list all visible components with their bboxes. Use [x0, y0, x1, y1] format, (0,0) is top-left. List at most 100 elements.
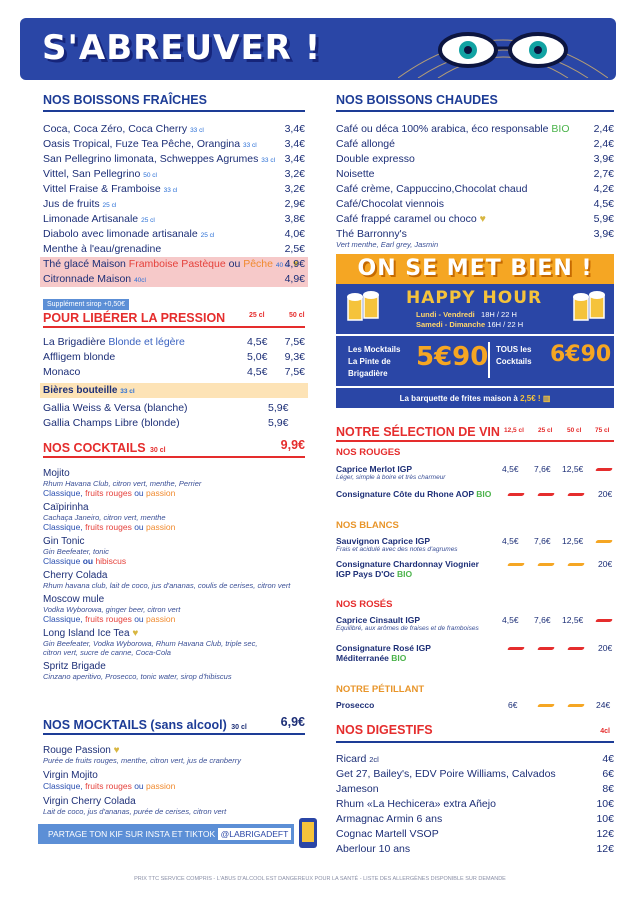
heart-icon: ♥	[132, 628, 139, 639]
happy-hour-block: ON SE MET BIEN ! HAPPY HOUR Lundi - Vend…	[336, 254, 614, 410]
pression-section: POUR LIBÉRER LA PRESSION 25 cl 50 cl La …	[43, 309, 305, 380]
wine-row: Caprice Cinsault IGP Equilibré, aux arôme…	[336, 615, 614, 632]
list-item: Thé Barronny's 3,9€	[336, 228, 614, 240]
list-item: Moscow mule Vodka Wyborowa, ginger beer,…	[43, 594, 181, 624]
divider	[336, 440, 614, 442]
list-item: Mojito Rhum Havana Club, citron vert, me…	[43, 468, 202, 498]
highlight-box: Thé glacé Maison Framboise Pastèque ou P…	[40, 257, 308, 287]
list-item: Café allongé 2,4€	[336, 138, 614, 150]
divider	[336, 110, 614, 112]
page-title: S'ABREUVER !	[42, 28, 322, 68]
header-banner: S'ABREUVER !	[20, 18, 616, 80]
bouteille-header: Bières bouteille 33 cl	[40, 383, 308, 398]
list-item: Gallia Weiss & Versa (blanche) 5,9€	[43, 402, 289, 414]
pression-title: POUR LIBÉRER LA PRESSION	[43, 311, 226, 325]
mocktails-vol: 30 cl	[231, 724, 247, 731]
heart-icon: ♥	[479, 213, 486, 225]
list-item: Cognac Martell VSOP 12€	[336, 828, 614, 840]
digestifs-section: NOS DIGESTIFS 4cl Ricard 2cl 4€ Get 27, B…	[336, 721, 614, 857]
bouteille-section: Bières bouteille 33 cl Gallia Weiss & Ve…	[40, 383, 308, 431]
happy-hour-times: Lundi - Vendredi 18H / 22 H Samedi - Dima…	[416, 310, 524, 329]
list-item: Diabolo avec limonade artisanale 25 cl 4,…	[43, 228, 305, 240]
col-50cl: 50 cl	[567, 427, 582, 434]
list-item: Gin Tonic Gin Beefeater, tonic Classique…	[43, 536, 127, 566]
phone-icon	[299, 818, 317, 848]
col-75cl: 75 cl	[595, 427, 610, 434]
list-item: Affligem blonde 5,0€ 9,3€	[43, 351, 305, 363]
list-item: Café/Chocolat viennois 4,5€	[336, 198, 614, 210]
list-item: Café ou déca 100% arabica, éco responsab…	[336, 123, 614, 135]
list-item: Ricard 2cl 4€	[336, 753, 614, 765]
chaudes-section: NOS BOISSONS CHAUDES Café ou déca 100% a…	[336, 93, 614, 249]
cocktails-vol: 30 cl	[150, 447, 166, 454]
list-item: Double expresso 3,9€	[336, 153, 614, 165]
col-25cl: 25 cl	[249, 312, 265, 319]
beer-cheers-icon	[573, 291, 605, 321]
list-item: Café frappé caramel ou choco ♥ 5,9€	[336, 213, 614, 225]
fraiches-title: NOS BOISSONS FRAÎCHES	[43, 93, 207, 107]
cocktails-title: NOS COCKTAILS	[43, 441, 146, 455]
list-item: Café crème, Cappuccino,Chocolat chaud 4,2…	[336, 183, 614, 195]
happy-banner: ON SE MET BIEN !	[336, 254, 614, 284]
heart-icon: ♥	[113, 745, 120, 756]
list-item: La Brigadière Blonde et légère 4,5€ 7,5€	[43, 336, 305, 348]
list-item: Gallia Champs Libre (blonde) 5,9€	[43, 417, 289, 429]
list-item: Aberlour 10 ans 12€	[336, 843, 614, 855]
happy-prices: Les Mocktails La Pinte de Brigadière 5€90…	[336, 334, 614, 386]
vins-title: NOTRE SÉLECTION DE VIN	[336, 425, 500, 439]
mocktails-title: NOS MOCKTAILS (sans alcool)	[43, 718, 227, 732]
eyes-illustration-icon	[398, 32, 608, 78]
list-item: Menthe à l'eau/grenadine 2,5€	[43, 243, 305, 255]
roses-title: NOS ROSÉS	[336, 599, 393, 610]
divider	[43, 733, 305, 735]
social-banner[interactable]: PARTAGE TON KIF SUR INSTA ET TIKTOK @LAB…	[38, 824, 294, 844]
price-5-90: 5€90	[416, 342, 489, 372]
the-desc: Vert menthe, Earl grey, Jasmin	[336, 240, 439, 249]
list-item: Oasis Tropical, Fuze Tea Pêche, Orangina…	[43, 138, 305, 150]
petillant-title: NOTRE PÉTILLANT	[336, 684, 425, 695]
list-item: Rouge Passion ♥ Purée de fruits rouges, …	[43, 745, 242, 765]
wine-row: Consignature Côte du Rhone AOP BIO 20€	[336, 489, 613, 499]
wine-row: Prosecco 6€ 24€	[336, 700, 611, 710]
divider	[488, 342, 490, 378]
divider	[43, 326, 305, 328]
digestifs-title: NOS DIGESTIFS	[336, 723, 433, 737]
list-item: Virgin Mojito Classique, fruits rouges o…	[43, 770, 176, 791]
beer-cheers-icon	[347, 291, 379, 321]
mocktails-section: NOS MOCKTAILS (sans alcool) 30 cl 6,9€ R…	[43, 715, 305, 816]
list-item: Thé glacé Maison Framboise Pastèque ou P…	[43, 258, 305, 270]
list-item: Jus de fruits 25 cl 2,9€	[43, 198, 305, 210]
chaudes-title: NOS BOISSONS CHAUDES	[336, 93, 498, 107]
divider	[43, 456, 305, 458]
list-item: Vittel, San Pellegrino 50 cl 3,2€	[43, 168, 305, 180]
list-item: Coca, Coca Zéro, Coca Cherry 33 cl 3,4€	[43, 123, 305, 135]
wine-row: Consignature Rosé IGP Méditerranée BIO 20…	[336, 643, 613, 663]
col-12-5cl: 12,5 cl	[504, 427, 524, 434]
list-item: Jameson 8€	[336, 783, 614, 795]
wine-row: Consignature Chardonnay Viognier IGP Pays…	[336, 559, 613, 579]
price-6-90: 6€90	[550, 342, 612, 367]
list-item: Noisette 2,7€	[336, 168, 614, 180]
rouges-title: NOS ROUGES	[336, 447, 401, 458]
list-item: Long Island Ice Tea ♥ Gin Beefeater, Vod…	[43, 628, 258, 657]
happy-hour-panel: HAPPY HOUR Lundi - Vendredi 18H / 22 H Sa…	[336, 284, 614, 334]
dash-mark	[595, 468, 613, 471]
list-item: Monaco 4,5€ 7,5€	[43, 366, 305, 378]
fries-offer: La barquette de frites maison à 2,5€ ! ▥	[336, 386, 614, 408]
cocktails-price: 9,9€	[280, 438, 305, 452]
cocktails-section: NOS COCKTAILS 30 cl 9,9€ Mojito Rhum Hav…	[43, 438, 305, 681]
list-item: San Pellegrino limonata, Schweppes Agrum…	[43, 153, 305, 165]
list-item: Caïpirinha Cachaça Janeiro, citron vert,…	[43, 502, 176, 532]
list-item: Get 27, Bailey's, EDV Poire Williams, Ca…	[336, 768, 614, 780]
divider	[336, 741, 614, 743]
legal-footer: PRIX TTC SERVICE COMPRIS - L'ABUS D'ALCO…	[134, 876, 506, 882]
list-item: Vittel Fraise & Framboise 33 cl 3,2€	[43, 183, 305, 195]
happy-hour-title: HAPPY HOUR	[406, 288, 543, 308]
list-item: Spritz Brigade Cinzano aperitivo, Prosec…	[43, 661, 232, 681]
list-item: Virgin Cherry Colada Lait de coco, jus d…	[43, 796, 227, 816]
vins-section: NOTRE SÉLECTION DE VIN 12,5 cl 25 cl 50 …	[336, 423, 614, 442]
wine-row: Caprice Merlot IGP Léger, simple à boire …	[336, 464, 614, 481]
digestifs-vol: 4cl	[600, 728, 610, 735]
list-item: Rhum «La Hechicera» extra Añejo 10€	[336, 798, 614, 810]
col-50cl: 50 cl	[289, 312, 305, 319]
